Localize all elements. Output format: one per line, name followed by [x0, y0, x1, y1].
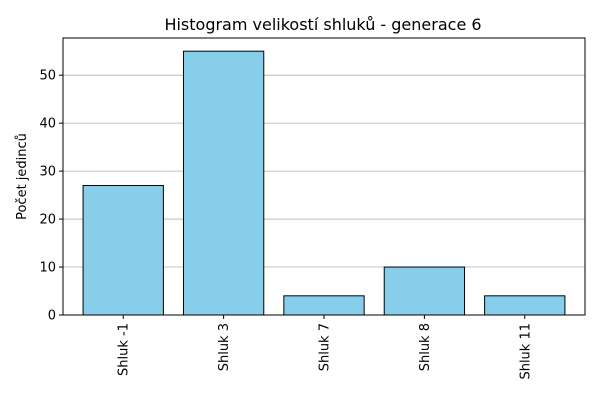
bar	[182, 50, 265, 316]
y-axis-label: Počet jedinců	[15, 133, 30, 220]
plot-frame	[62, 37, 586, 316]
y-tick-label: 0	[48, 309, 56, 324]
y-tick-label: 50	[39, 69, 56, 84]
y-tick-label: 40	[39, 117, 56, 132]
chart-title: Histogram velikostí shluků - generace 6	[164, 15, 481, 34]
y-axis-ticks: 0 10 20 30 40 50	[39, 69, 63, 324]
y-tick-label: 30	[39, 165, 56, 180]
x-tick-label: Shluk 11	[518, 323, 533, 380]
bars	[82, 50, 566, 316]
y-tick-label: 20	[39, 213, 56, 228]
x-axis-ticks: Shluk -1 Shluk 3 Shluk 7 Shluk 8 Shluk 11	[117, 315, 533, 380]
x-tick-label: Shluk 7	[318, 323, 333, 371]
x-tick-label: Shluk 8	[418, 323, 433, 371]
bar	[484, 295, 566, 316]
x-tick-label: Shluk 3	[217, 323, 232, 371]
bar	[283, 295, 365, 316]
bar	[82, 184, 164, 316]
x-tick-label: Shluk -1	[117, 323, 132, 376]
y-tick-label: 10	[39, 261, 56, 276]
bar	[383, 266, 466, 316]
